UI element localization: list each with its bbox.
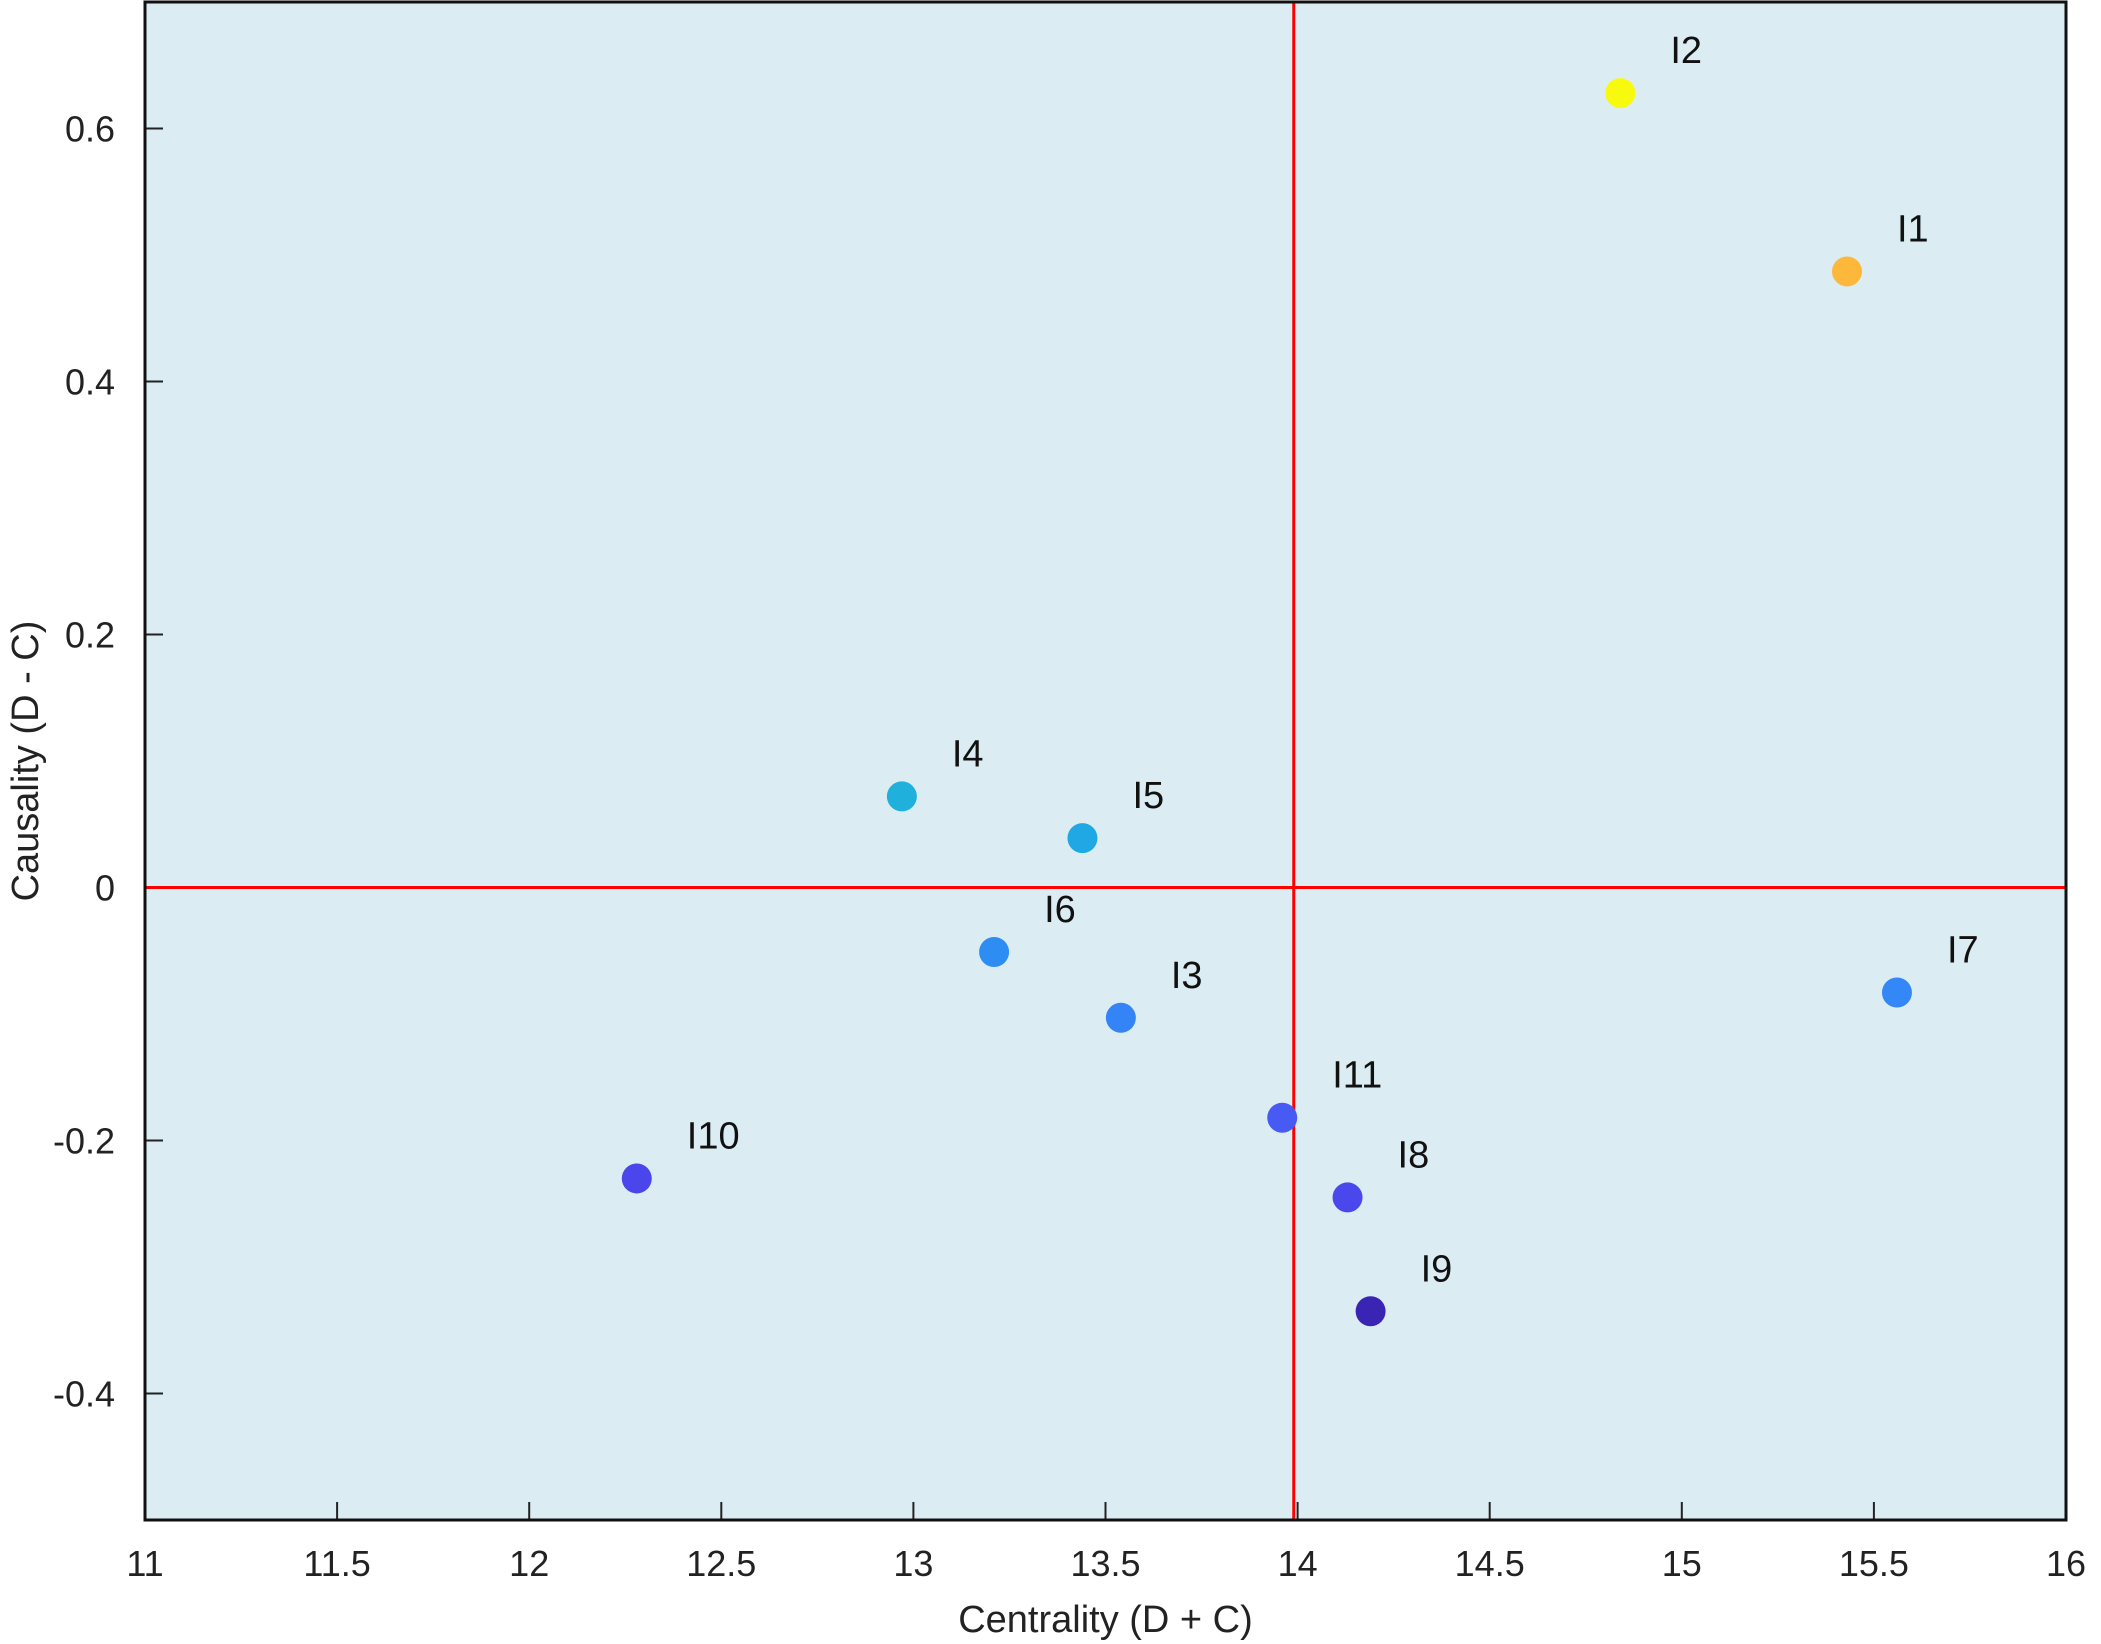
data-point-i3 (1105, 1002, 1136, 1033)
y-tick-label: -0.4 (53, 1374, 115, 1415)
data-point-i2 (1605, 78, 1636, 109)
x-tick-label: 13 (893, 1543, 933, 1584)
x-tick-label: 11 (126, 1543, 163, 1584)
data-point-i11 (1267, 1102, 1298, 1133)
y-axis-title: Causality (D - C) (5, 621, 47, 902)
point-label-i5: I5 (1132, 775, 1164, 817)
point-label-i3: I3 (1171, 955, 1203, 997)
data-point-i4 (886, 781, 917, 812)
data-point-i7 (1881, 977, 1912, 1008)
y-tick-label: 0.2 (65, 615, 115, 656)
x-tick-label: 15.5 (1839, 1543, 1909, 1584)
point-label-i2: I2 (1670, 30, 1702, 72)
x-tick-label: 16 (2046, 1543, 2086, 1584)
point-label-i9: I9 (1421, 1248, 1453, 1290)
x-tick-label: 12 (509, 1543, 549, 1584)
data-point-i8 (1332, 1182, 1363, 1213)
x-tick-label: 12.5 (686, 1543, 756, 1584)
x-tick-label: 14.5 (1455, 1543, 1525, 1584)
x-axis: 11 11.5 12 12.5 13 13.5 14 14.5 15 15.5 16 (126, 1502, 2086, 1584)
data-point-i5 (1067, 823, 1098, 854)
plot-area (145, 2, 2066, 1520)
data-point-i6 (979, 937, 1010, 968)
point-label-i1: I1 (1897, 208, 1929, 250)
y-tick-label: -0.2 (53, 1121, 115, 1162)
y-tick-label: 0.4 (65, 362, 115, 403)
y-tick-label: 0 (95, 868, 115, 909)
x-tick-label: 15 (1662, 1543, 1702, 1584)
point-label-i6: I6 (1044, 889, 1076, 931)
y-tick-label: 0.6 (65, 109, 115, 150)
data-point-i9 (1355, 1296, 1386, 1327)
point-label-i11: I11 (1332, 1055, 1382, 1097)
data-point-i10 (621, 1163, 652, 1194)
data-points: I1 I2 I3 I4 I5 I6 I7 I8 I9 I10 I11 (621, 30, 1979, 1327)
point-label-i7: I7 (1947, 929, 1979, 971)
x-tick-label: 14 (1278, 1543, 1318, 1584)
point-label-i4: I4 (952, 733, 984, 775)
data-point-i1 (1832, 256, 1863, 287)
x-tick-label: 11.5 (303, 1543, 370, 1584)
point-label-i10: I10 (687, 1115, 740, 1157)
x-tick-label: 13.5 (1070, 1543, 1140, 1584)
y-axis: -0.4 -0.2 0 0.2 0.4 0.6 (53, 109, 163, 1415)
point-label-i8: I8 (1398, 1134, 1430, 1176)
x-axis-title: Centrality (D + C) (958, 1599, 1253, 1641)
plot-frame (143, 0, 2068, 1522)
